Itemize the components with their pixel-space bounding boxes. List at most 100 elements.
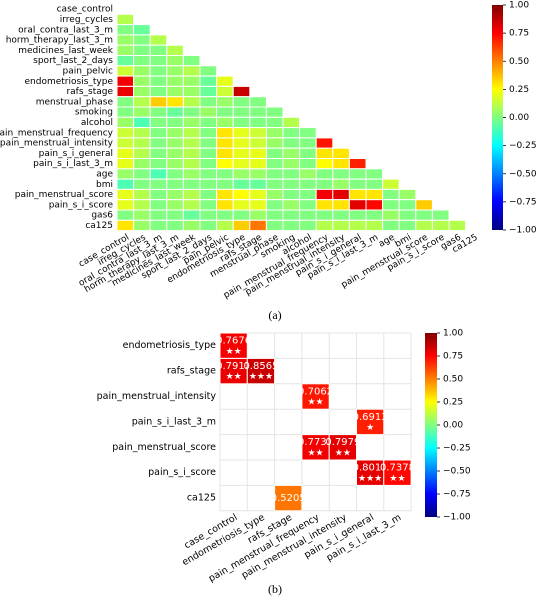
panel-caption: (a) (268, 308, 281, 322)
cell-value: 0.5205 (271, 493, 306, 504)
heatmap-cell (265, 178, 284, 190)
heatmap-cell (232, 85, 251, 98)
heatmap-cell (398, 188, 417, 201)
heatmap-cell (182, 199, 201, 211)
heatmap-cell (216, 106, 234, 118)
heatmap-cell (315, 178, 334, 190)
heatmap-cell (182, 75, 201, 87)
heatmap-cell (199, 209, 218, 221)
y-tick-label: ca125 (187, 493, 216, 504)
heatmap-cell (149, 96, 168, 108)
heatmap-cell (166, 137, 184, 149)
heatmap-cell (365, 219, 384, 232)
heatmap-cell (199, 147, 218, 159)
heatmap-cell (265, 168, 284, 180)
heatmap-cell (365, 178, 384, 190)
heatmap-cell (116, 188, 135, 201)
heatmap-cell (199, 85, 218, 98)
heatmap-cell (133, 24, 151, 36)
heatmap-cell (116, 44, 135, 57)
heatmap-cell (315, 188, 334, 201)
y-tick-label: pain_menstrual_intensity (0, 139, 114, 149)
heatmap-cell (249, 116, 267, 129)
heatmap-cell (299, 147, 317, 159)
heatmap-cell (265, 158, 284, 170)
heatmap-cell (149, 116, 168, 129)
cell-value: 0.6913 (353, 412, 388, 423)
colorbar-tick-label: 0.75 (509, 29, 529, 39)
heatmap-cell (232, 147, 251, 159)
y-tick-label: pain_menstrual_frequency (0, 128, 114, 138)
heatmap-cell (315, 137, 334, 149)
heatmap-cell (133, 199, 151, 211)
heatmap-cell (328, 434, 358, 461)
cell-value: 0.8017 (353, 463, 388, 474)
y-tick-label: pain_s_i_score (148, 467, 216, 478)
y-tick-label: rafs_stage (167, 366, 216, 377)
heatmap-cell (265, 209, 284, 221)
heatmap-cell (133, 168, 151, 180)
y-tick-label: pain_menstrual_score (112, 442, 216, 453)
heatmap-cell (282, 199, 301, 211)
y-tick-label: rafs_stage (66, 87, 113, 97)
heatmap-cell (199, 137, 218, 149)
heatmap-cell (282, 188, 301, 201)
colorbar-tick-label: 0.00 (443, 421, 463, 431)
heatmap-cell (116, 116, 135, 129)
heatmap-cell (149, 65, 168, 77)
heatmap-cell (133, 34, 151, 46)
heatmap-cell (216, 137, 234, 149)
heatmap-cell (348, 188, 367, 201)
heatmap-cell (299, 137, 317, 149)
heatmap-cell (365, 209, 384, 221)
heatmap-cell (199, 178, 218, 190)
heatmap-cell (299, 168, 317, 180)
heatmap-cell (415, 209, 433, 221)
cell-value: 0.7378 (380, 463, 415, 474)
heatmap-cell (166, 106, 184, 118)
heatmap-cell (166, 44, 184, 57)
heatmap-cell (398, 219, 417, 232)
heatmap-cell (166, 178, 184, 190)
heatmap-cell (166, 116, 184, 129)
cell-value: 0.7062 (298, 386, 333, 397)
colorbar-tick-label: 0.75 (443, 352, 463, 362)
heatmap-cell (249, 158, 267, 170)
heatmap-cell (116, 137, 135, 149)
heatmap-cell (232, 219, 251, 232)
colorbar-tick-label: 0.50 (443, 375, 463, 385)
heatmap-cell (133, 116, 151, 129)
heatmap-cell (133, 75, 151, 87)
heatmap-cell (182, 158, 201, 170)
heatmap-cell (166, 147, 184, 159)
heatmap-cell (199, 158, 218, 170)
heatmap-cell (216, 96, 234, 108)
heatmap-cell (232, 116, 251, 129)
heatmap-cell (182, 137, 201, 149)
heatmap-cell (216, 147, 234, 159)
heatmap-cell (365, 199, 384, 211)
heatmap-cell (332, 219, 350, 232)
heatmap-cell (149, 34, 168, 46)
y-tick-label: age (96, 169, 113, 179)
heatmap-cell (216, 178, 234, 190)
heatmap-cell (182, 178, 201, 190)
heatmap-cell (133, 147, 151, 159)
heatmap-cell (149, 188, 168, 201)
heatmap-cell (116, 199, 135, 211)
panel-caption: (b) (268, 582, 282, 596)
y-tick-label: case_control (57, 5, 113, 15)
heatmap-cell (265, 219, 284, 232)
heatmap-cell (299, 158, 317, 170)
heatmap-cell (116, 147, 135, 159)
heatmap-cell (166, 85, 184, 98)
heatmap-cell (249, 137, 267, 149)
heatmap-cell (182, 65, 201, 77)
heatmap-cell (133, 127, 151, 139)
heatmap-cell (265, 106, 284, 118)
heatmap-cell (232, 158, 251, 170)
heatmap-cell (116, 96, 135, 108)
y-tick-label: irreg_cycles (60, 15, 114, 25)
heatmap-cell (348, 209, 367, 221)
heatmap-cell (133, 106, 151, 118)
